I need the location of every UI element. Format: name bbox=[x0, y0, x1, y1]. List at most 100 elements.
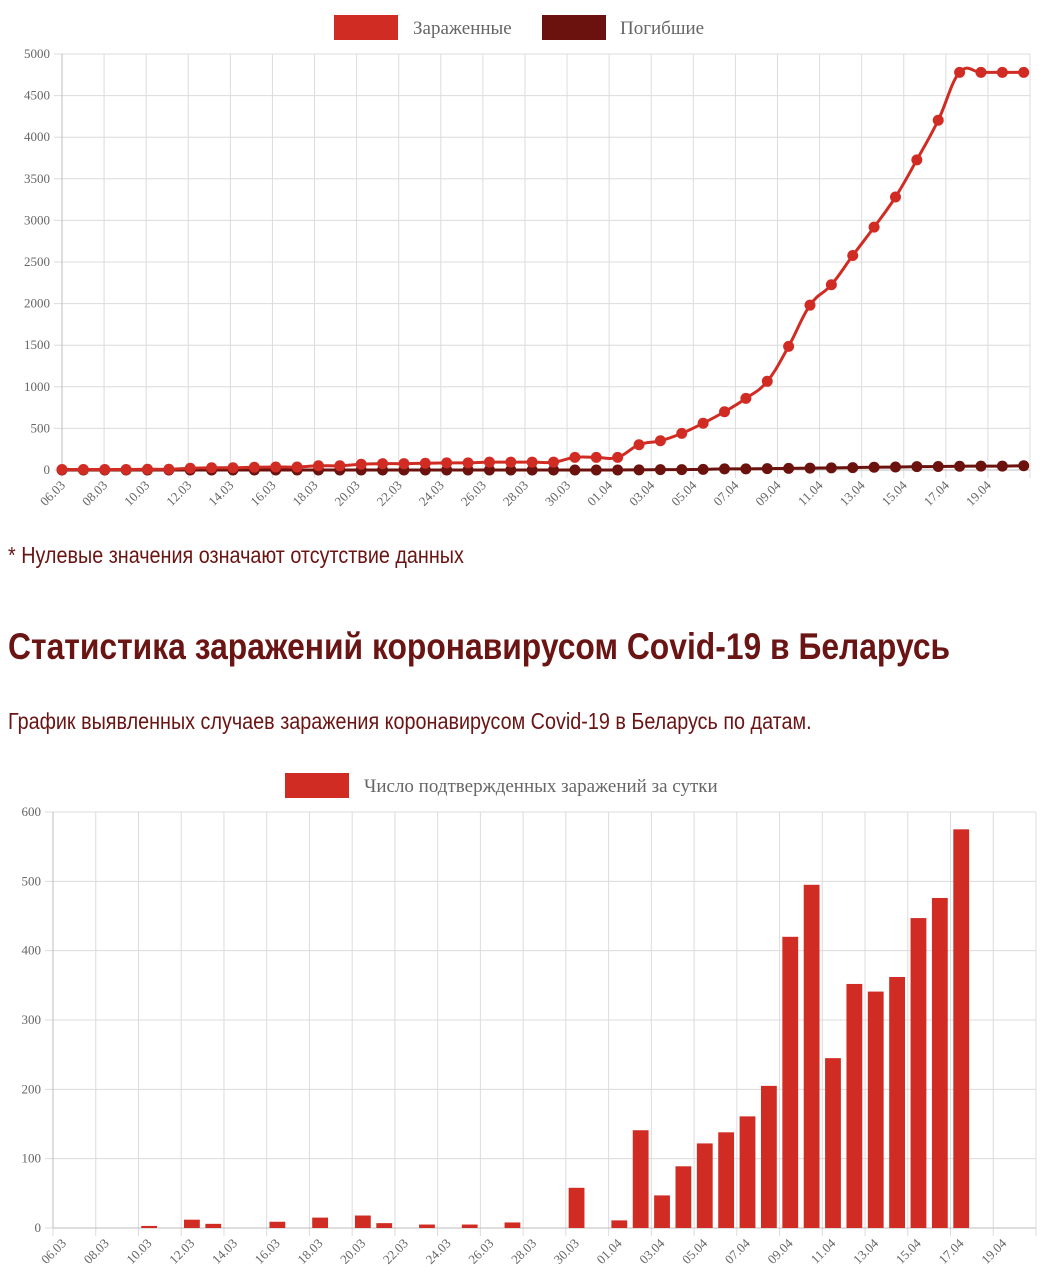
series-point-1[interactable] bbox=[483, 464, 495, 476]
series-point-0[interactable] bbox=[483, 456, 495, 468]
series-point-1[interactable] bbox=[868, 461, 880, 473]
series-point-0[interactable] bbox=[77, 464, 89, 476]
daily-bar[interactable] bbox=[354, 1215, 371, 1228]
daily-bar[interactable] bbox=[760, 1085, 777, 1228]
series-point-0[interactable] bbox=[654, 435, 666, 447]
series-point-0[interactable] bbox=[761, 375, 773, 387]
legend-label-daily[interactable]: Число подтвержденных заражений за сутки bbox=[364, 776, 718, 797]
series-point-1[interactable] bbox=[954, 460, 966, 472]
legend-label-deaths[interactable]: Погибшие bbox=[620, 18, 704, 39]
series-point-0[interactable] bbox=[248, 461, 260, 473]
legend-swatch-deaths[interactable] bbox=[542, 15, 606, 40]
series-point-0[interactable] bbox=[697, 417, 709, 429]
daily-bar[interactable] bbox=[568, 1187, 585, 1228]
series-point-0[interactable] bbox=[334, 460, 346, 472]
daily-bar[interactable] bbox=[632, 1130, 649, 1228]
legend-swatch-daily[interactable] bbox=[285, 773, 349, 798]
daily-bar[interactable] bbox=[910, 918, 927, 1228]
series-point-1[interactable] bbox=[740, 463, 752, 475]
series-point-0[interactable] bbox=[719, 406, 731, 418]
series-point-1[interactable] bbox=[804, 462, 816, 474]
series-point-0[interactable] bbox=[1018, 66, 1030, 78]
series-point-1[interactable] bbox=[569, 464, 581, 476]
series-point-0[interactable] bbox=[462, 457, 474, 469]
series-point-0[interactable] bbox=[505, 456, 517, 468]
series-point-0[interactable] bbox=[184, 462, 196, 474]
daily-bar[interactable] bbox=[931, 897, 948, 1228]
series-point-0[interactable] bbox=[954, 66, 966, 78]
series-point-0[interactable] bbox=[227, 462, 239, 474]
series-point-1[interactable] bbox=[612, 464, 624, 476]
daily-bar[interactable] bbox=[953, 829, 970, 1228]
series-point-1[interactable] bbox=[975, 460, 987, 472]
daily-bar[interactable] bbox=[611, 1220, 628, 1228]
series-point-0[interactable] bbox=[163, 463, 175, 475]
series-point-1[interactable] bbox=[590, 464, 602, 476]
series-point-0[interactable] bbox=[868, 221, 880, 233]
legend-label-infected[interactable]: Зараженные bbox=[413, 18, 512, 39]
series-point-0[interactable] bbox=[120, 464, 132, 476]
series-point-0[interactable] bbox=[740, 392, 752, 404]
series-point-1[interactable] bbox=[654, 464, 666, 476]
series-point-0[interactable] bbox=[996, 66, 1008, 78]
series-point-0[interactable] bbox=[548, 456, 560, 468]
series-point-1[interactable] bbox=[911, 461, 923, 473]
series-point-1[interactable] bbox=[505, 464, 517, 476]
series-point-1[interactable] bbox=[932, 461, 944, 473]
series-point-0[interactable] bbox=[847, 250, 859, 262]
series-point-0[interactable] bbox=[676, 427, 688, 439]
daily-bar[interactable] bbox=[739, 1116, 756, 1228]
series-point-0[interactable] bbox=[932, 114, 944, 126]
series-point-1[interactable] bbox=[633, 464, 645, 476]
series-point-0[interactable] bbox=[889, 191, 901, 203]
series-point-1[interactable] bbox=[783, 462, 795, 474]
daily-bar[interactable] bbox=[889, 977, 906, 1228]
daily-bar[interactable] bbox=[183, 1219, 200, 1228]
series-point-1[interactable] bbox=[825, 462, 837, 474]
daily-bar[interactable] bbox=[867, 991, 884, 1228]
daily-bar[interactable] bbox=[312, 1217, 329, 1228]
series-point-0[interactable] bbox=[804, 299, 816, 311]
series-point-0[interactable] bbox=[312, 460, 324, 472]
series-point-1[interactable] bbox=[697, 463, 709, 475]
series-point-1[interactable] bbox=[719, 463, 731, 475]
series-point-1[interactable] bbox=[889, 461, 901, 473]
daily-bar[interactable] bbox=[141, 1225, 158, 1228]
series-point-0[interactable] bbox=[270, 461, 282, 473]
daily-bar[interactable] bbox=[461, 1224, 478, 1228]
series-point-1[interactable] bbox=[676, 464, 688, 476]
series-point-0[interactable] bbox=[590, 451, 602, 463]
series-point-0[interactable] bbox=[206, 462, 218, 474]
series-point-1[interactable] bbox=[996, 460, 1008, 472]
daily-bar[interactable] bbox=[654, 1195, 670, 1228]
series-point-1[interactable] bbox=[526, 464, 538, 476]
daily-bar[interactable] bbox=[419, 1224, 435, 1228]
series-point-0[interactable] bbox=[377, 458, 389, 470]
series-point-0[interactable] bbox=[612, 451, 624, 463]
series-point-0[interactable] bbox=[526, 456, 538, 468]
daily-bar[interactable] bbox=[675, 1166, 692, 1228]
series-point-0[interactable] bbox=[99, 464, 111, 476]
series-point-0[interactable] bbox=[911, 154, 923, 166]
daily-bar[interactable] bbox=[376, 1223, 393, 1228]
daily-bar[interactable] bbox=[803, 884, 820, 1228]
series-point-0[interactable] bbox=[441, 457, 453, 469]
daily-bar[interactable] bbox=[205, 1223, 222, 1228]
daily-bar[interactable] bbox=[269, 1221, 286, 1228]
series-point-0[interactable] bbox=[419, 457, 431, 469]
series-point-1[interactable] bbox=[548, 464, 560, 476]
series-point-0[interactable] bbox=[569, 451, 581, 463]
series-point-0[interactable] bbox=[56, 464, 68, 476]
series-point-1[interactable] bbox=[761, 463, 773, 475]
daily-bar[interactable] bbox=[846, 983, 863, 1228]
daily-bar[interactable] bbox=[782, 936, 799, 1228]
daily-bar[interactable] bbox=[696, 1143, 713, 1228]
daily-bar[interactable] bbox=[825, 1058, 841, 1228]
series-point-0[interactable] bbox=[975, 66, 987, 78]
series-point-0[interactable] bbox=[825, 279, 837, 291]
series-point-0[interactable] bbox=[141, 463, 153, 475]
series-point-0[interactable] bbox=[633, 439, 645, 451]
daily-bar[interactable] bbox=[504, 1222, 521, 1228]
series-point-0[interactable] bbox=[783, 340, 795, 352]
series-point-1[interactable] bbox=[847, 462, 859, 474]
